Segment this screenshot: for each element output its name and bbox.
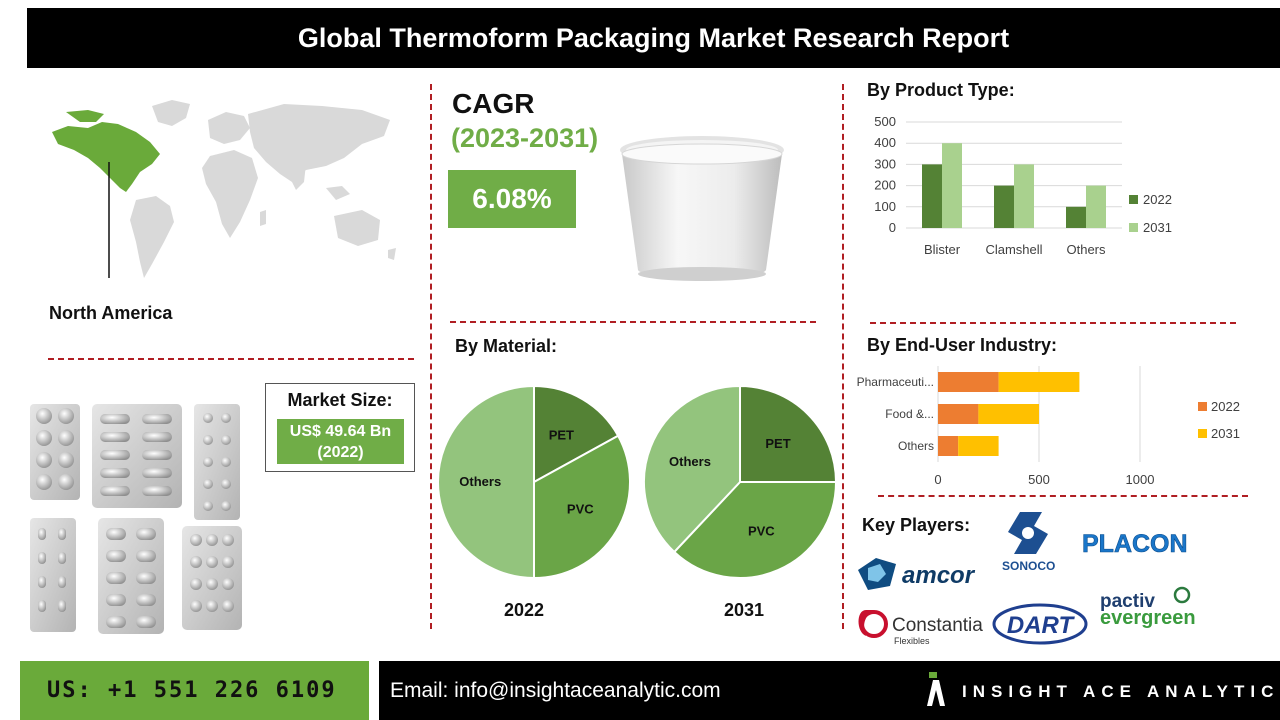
- dart-logo-text: DART: [1007, 612, 1076, 639]
- blister-packs-illustration: [30, 404, 242, 634]
- enduser-bar-2031-1: [978, 404, 1039, 424]
- constantia-logo: Constantia Flexibles: [858, 610, 983, 646]
- market-size-year: (2022): [317, 444, 364, 461]
- divider-horizontal-left: [48, 358, 414, 360]
- product-bar-2031-blister: [942, 143, 962, 228]
- insight-ace-logo-icon: [927, 672, 945, 706]
- key-players-title: Key Players:: [862, 515, 971, 535]
- product-bar-2022-clamshell: [994, 185, 1014, 228]
- enduser-bar-2031-2: [958, 436, 999, 456]
- dart-logo: DART: [992, 603, 1088, 645]
- enduser-xtick-label: 500: [1028, 472, 1050, 487]
- product-bar-2022-others: [1066, 206, 1086, 228]
- divider-vertical-left: [430, 84, 432, 629]
- pie-label-2031-pvc: PVC: [748, 523, 775, 538]
- market-size-amount: US$ 49.64 Bn: [289, 423, 392, 440]
- enduser-legend-swatch-2031: [1198, 429, 1207, 438]
- end-user-chart: 0 500 1000 Pharmaceuti... Food &... Others 202…: [857, 366, 1240, 487]
- pie-slice-2022-pet: [533, 384, 620, 484]
- enduser-bar-2022-1: [938, 404, 979, 424]
- sonoco-logo: SONOCO: [1002, 512, 1055, 573]
- footer-phone: US: +1 551 226 6109: [47, 678, 337, 703]
- footer-email: Email: info@insightaceanalytic.com: [390, 679, 721, 702]
- pie-slice-2022-pvc: [533, 434, 631, 580]
- product-ytick-label: 400: [874, 135, 896, 150]
- product-ytick-label: 100: [874, 199, 896, 214]
- product-legend-label-2031: 2031: [1143, 220, 1172, 235]
- page-title: Global Thermoform Packaging Market Resea…: [297, 23, 1010, 53]
- enduser-bar-2022-2: [938, 436, 959, 456]
- product-type-chart: 0 100 200 300 400 500 Blister Clamshell Others 20…: [874, 114, 1172, 257]
- material-title: By Material:: [455, 336, 558, 356]
- pie-slice-2022-others: [437, 384, 535, 580]
- pie-slice-2031-others: [643, 384, 741, 554]
- enduser-legend-label-2022: 2022: [1211, 399, 1240, 414]
- footer-brand: INSIGHT ACE ANALYTIC: [962, 682, 1280, 701]
- pactiv-logo-text: pactiv: [1100, 591, 1155, 612]
- divider-horizontal-right-bottom: [878, 495, 1248, 497]
- cagr-value: 6.08%: [448, 170, 576, 228]
- amcor-logo: amcor: [858, 558, 976, 590]
- market-size-title: Market Size:: [287, 390, 393, 410]
- enduser-category-label: Food &...: [885, 407, 934, 421]
- product-ytick-label: 300: [874, 156, 896, 171]
- enduser-bar-2031-0: [998, 372, 1080, 392]
- material-pie-charts: PET PVC Others 2022 PET PVC Others 2031: [437, 384, 838, 620]
- product-ytick-label: 500: [874, 114, 896, 129]
- pie-slice-2031-pvc: [672, 481, 838, 579]
- market-size-value: US$ 49.64 Bn (2022): [277, 419, 404, 464]
- product-legend-swatch-2022: [1129, 195, 1138, 204]
- footer-email-bar: Email: info@insightaceanalytic.com INSIG…: [379, 661, 1280, 720]
- enduser-category-label: Others: [898, 439, 934, 453]
- pie-slice-2031-pet: [739, 384, 838, 483]
- constantia-logo-text: Constantia: [892, 615, 983, 636]
- product-bar-2031-clamshell: [1014, 164, 1034, 228]
- placon-logo: PLACON: [1082, 530, 1188, 558]
- north-america-highlight: [52, 122, 160, 192]
- product-ytick-label: 200: [874, 178, 896, 193]
- world-map: [52, 100, 396, 278]
- divider-horizontal-middle: [450, 321, 816, 323]
- pie-label-2031-others: Others: [669, 454, 711, 469]
- amcor-logo-text: amcor: [902, 562, 976, 589]
- end-user-title: By End-User Industry:: [867, 335, 1058, 355]
- bucket-illustration: [620, 136, 784, 281]
- product-legend-swatch-2031: [1129, 223, 1138, 232]
- pie-label-2022-pet: PET: [549, 428, 574, 443]
- product-category-label: Blister: [924, 242, 961, 257]
- pie-label-2022-pvc: PVC: [567, 501, 594, 516]
- region-label: North America: [49, 303, 173, 323]
- enduser-xtick-label: 0: [934, 472, 941, 487]
- market-size-box: Market Size: US$ 49.64 Bn (2022): [265, 383, 415, 472]
- cagr-title: CAGR: [452, 88, 535, 119]
- pie-year-label-2031: 2031: [724, 600, 764, 620]
- enduser-legend-label-2031: 2031: [1211, 426, 1240, 441]
- product-category-label: Others: [1066, 242, 1106, 257]
- header-banner: Global Thermoform Packaging Market Resea…: [27, 8, 1280, 68]
- pie-year-label-2022: 2022: [504, 600, 544, 620]
- product-ytick-label: 0: [889, 220, 896, 235]
- enduser-bar-2022-0: [938, 372, 999, 392]
- evergreen-logo-text: evergreen: [1100, 607, 1196, 629]
- divider-horizontal-right-top: [870, 322, 1236, 324]
- product-type-title: By Product Type:: [867, 80, 1015, 100]
- product-bar-2022-blister: [922, 164, 942, 228]
- enduser-xtick-label: 1000: [1126, 472, 1155, 487]
- product-bar-2031-others: [1086, 185, 1106, 228]
- pie-label-2022-others: Others: [459, 474, 501, 489]
- divider-vertical-right: [842, 84, 844, 629]
- pie-label-2031-pet: PET: [765, 436, 790, 451]
- pactiv-evergreen-logo: pactiv evergreen: [1100, 586, 1196, 629]
- product-legend-label-2022: 2022: [1143, 192, 1172, 207]
- footer-phone-bar: US: +1 551 226 6109: [20, 661, 369, 720]
- key-players-logos: amcor SONOCO PLACON Constantia Flexibles…: [858, 512, 1196, 646]
- product-category-label: Clamshell: [985, 242, 1042, 257]
- sonoco-logo-text: SONOCO: [1002, 559, 1055, 573]
- enduser-category-label: Pharmaceuti...: [857, 375, 934, 389]
- enduser-legend-swatch-2022: [1198, 402, 1207, 411]
- flexibles-logo-text: Flexibles: [894, 636, 930, 646]
- cagr-years: (2023-2031): [451, 123, 599, 153]
